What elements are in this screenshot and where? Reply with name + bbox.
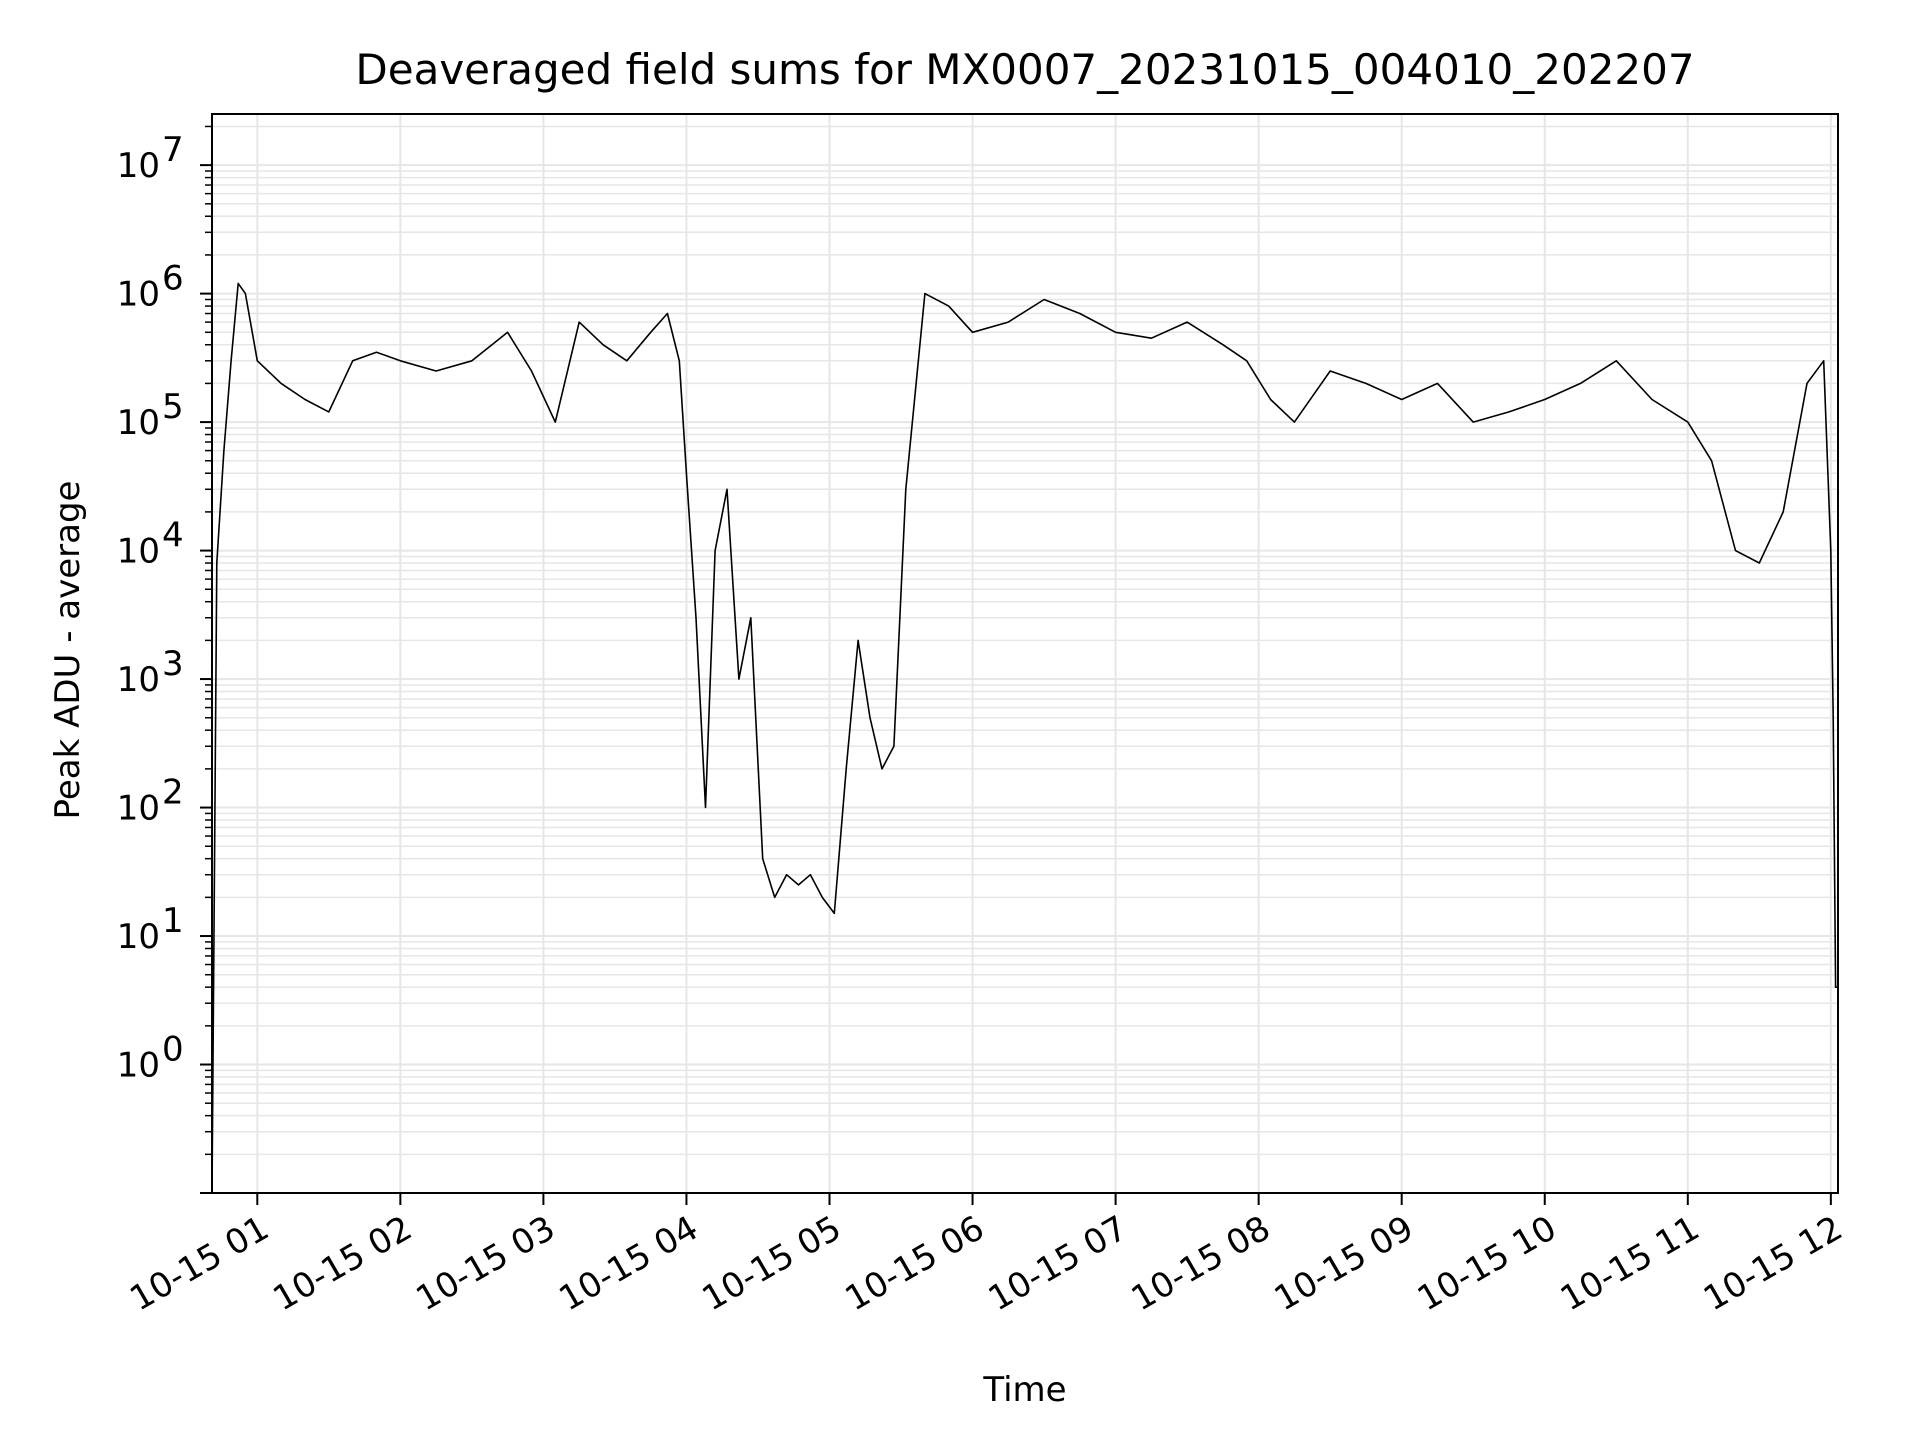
y-tick-exponent: 4 <box>162 516 184 556</box>
x-axis-label: Time <box>982 1370 1066 1410</box>
y-tick-label: 10 <box>117 789 160 829</box>
series-line <box>211 282 1838 1194</box>
y-tick-label: 10 <box>117 917 160 957</box>
chart-title: Deaveraged field sums for MX0007_2023101… <box>355 45 1694 94</box>
y-tick-label: 10 <box>117 275 160 315</box>
y-tick-exponent: 7 <box>162 130 184 170</box>
grid <box>212 114 1838 1194</box>
y-tick-label: 10 <box>117 146 160 186</box>
y-tick-label: 10 <box>117 403 160 443</box>
y-tick-exponent: 6 <box>162 259 184 299</box>
y-tick-exponent: 3 <box>162 644 184 684</box>
plot-frame <box>211 113 1839 1194</box>
series-layer <box>211 282 1838 1194</box>
y-tick-exponent: 2 <box>162 773 184 813</box>
y-tick-exponent: 1 <box>162 901 184 941</box>
y-tick-label: 10 <box>117 660 160 700</box>
y-axis-label: Peak ADU - average <box>48 481 88 820</box>
y-tick-label: 10 <box>117 532 160 572</box>
y-tick-label: 10 <box>117 1046 160 1086</box>
y-tick-exponent: 5 <box>162 387 184 427</box>
y-tick-exponent: 0 <box>162 1030 184 1070</box>
